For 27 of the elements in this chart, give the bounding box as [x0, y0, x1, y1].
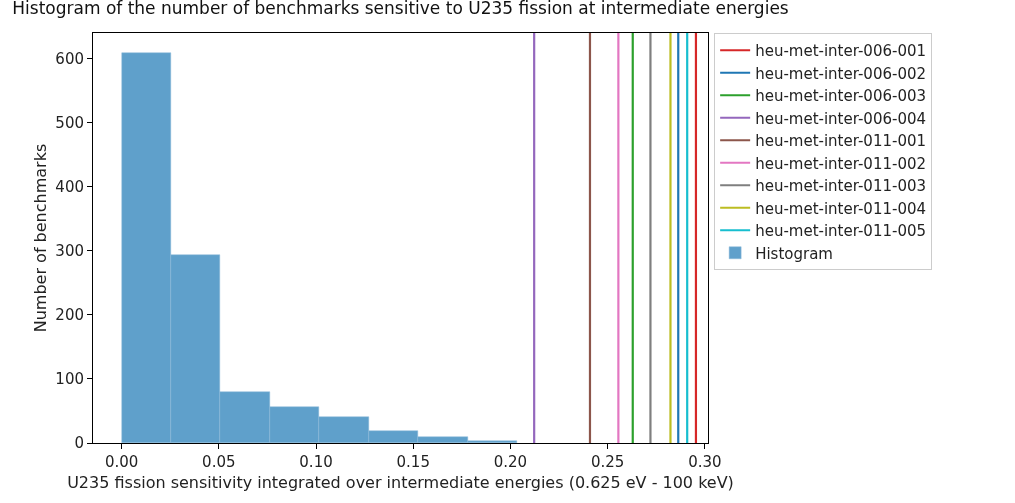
y-tick-label: 400 [55, 178, 84, 196]
x-axis-title: U235 fission sensitivity integrated over intermediate energies (0.625 eV - 100 keV) [67, 472, 734, 492]
legend-label: heu-met-inter-011-004 [755, 199, 927, 218]
chart-title: Histogram of the number of benchmarks sensitive to U235 fission at intermediate energies [12, 0, 789, 19]
x-tick-label: 0.00 [104, 453, 139, 471]
legend-label: heu-met-inter-011-005 [755, 222, 927, 241]
legend-label: heu-met-inter-006-004 [755, 109, 927, 128]
legend-label: heu-met-inter-011-001 [755, 132, 927, 151]
y-axis-title: Number of benchmarks [31, 143, 51, 333]
y-tick-label: 300 [55, 242, 84, 261]
x-tick-label: 0.25 [590, 453, 625, 471]
legend-label: heu-met-inter-006-001 [755, 42, 927, 61]
x-tick-label: 0.05 [202, 453, 236, 471]
x-tick-label: 0.20 [493, 453, 528, 471]
legend-label: Histogram [755, 244, 833, 263]
x-tick-label: 0.30 [688, 453, 722, 471]
y-tick-label: 500 [55, 113, 84, 132]
y-tick-label: 100 [55, 370, 84, 389]
y-tick-label: 0 [74, 434, 84, 453]
y-tick-label: 600 [55, 49, 84, 68]
x-tick-label: 0.10 [299, 453, 333, 471]
legend-label: heu-met-inter-006-002 [755, 64, 927, 83]
legend-label: heu-met-inter-006-003 [755, 87, 927, 106]
legend-label: heu-met-inter-011-002 [755, 154, 927, 173]
legend-label: heu-met-inter-011-003 [755, 177, 927, 196]
y-tick-label: 200 [55, 306, 84, 325]
x-tick-label: 0.15 [396, 453, 430, 471]
